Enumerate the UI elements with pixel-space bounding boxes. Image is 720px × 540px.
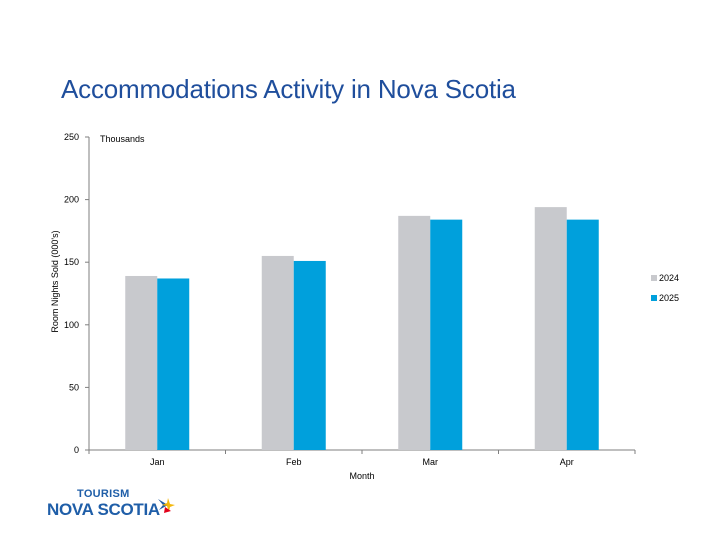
- legend: 2024 2025: [651, 272, 679, 312]
- y-tick-label: 100: [64, 320, 79, 330]
- tourism-nova-scotia-logo: TOURISM NOVA SCOTIA: [47, 488, 187, 522]
- bar-2025-mar: [430, 219, 463, 450]
- x-axis: Jan Feb Mar Apr: [88, 449, 636, 467]
- units-note: Thousands: [100, 134, 145, 144]
- legend-item-2024: 2024: [651, 272, 679, 284]
- legend-label-2024: 2024: [659, 273, 680, 283]
- y-axis-title: Room Nights Sold (000's): [50, 230, 60, 332]
- bar-2025-apr: [566, 219, 599, 450]
- legend-item-2025: 2025: [651, 292, 679, 304]
- bar-2024-feb: [261, 255, 294, 450]
- logo-line-2: NOVA SCOTIA: [47, 500, 160, 519]
- x-axis-title: Month: [349, 471, 374, 481]
- bar-2024-jan: [125, 275, 158, 450]
- x-tick-label: Feb: [286, 457, 302, 467]
- bar-2024-apr: [534, 207, 567, 450]
- bar-2025-jan: [157, 278, 190, 450]
- y-tick-label: 200: [64, 195, 79, 205]
- sailboat-star-icon: [158, 498, 175, 513]
- x-tick-label: Apr: [560, 457, 574, 467]
- legend-swatch-2024: [651, 275, 657, 281]
- x-tick-label: Mar: [423, 457, 439, 467]
- legend-swatch-2025: [651, 295, 657, 301]
- y-tick-label: 50: [69, 382, 79, 392]
- logo-line-1: TOURISM: [77, 488, 130, 500]
- bar-2024-mar: [398, 215, 431, 450]
- y-tick-label: 250: [64, 132, 79, 142]
- bars: [125, 207, 599, 450]
- y-tick-label: 150: [64, 257, 79, 267]
- bar-2025-feb: [293, 260, 326, 450]
- x-tick-label: Jan: [150, 457, 165, 467]
- y-axis: 0 50 100 150 200 250: [64, 132, 90, 455]
- slide-title: Accommodations Activity in Nova Scotia: [61, 74, 516, 104]
- legend-label-2025: 2025: [659, 293, 680, 303]
- y-tick-label: 0: [74, 445, 79, 455]
